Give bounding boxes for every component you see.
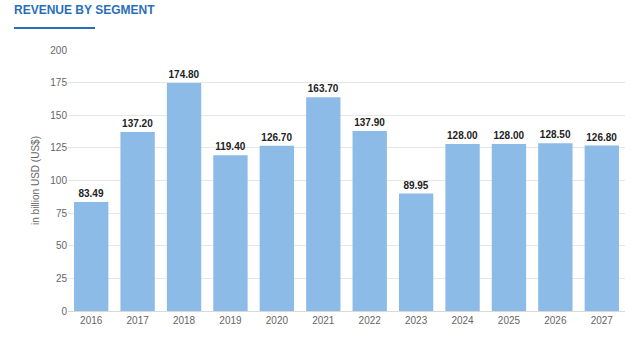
svg-text:2019: 2019 [219, 315, 242, 326]
svg-text:2017: 2017 [127, 315, 150, 326]
svg-text:2024: 2024 [451, 315, 474, 326]
svg-text:75: 75 [56, 208, 68, 219]
svg-text:126.80: 126.80 [586, 132, 617, 143]
svg-text:128.00: 128.00 [447, 130, 478, 141]
svg-text:200: 200 [50, 45, 67, 56]
svg-text:89.95: 89.95 [403, 180, 428, 191]
svg-text:163.70: 163.70 [308, 83, 339, 94]
svg-text:137.90: 137.90 [354, 117, 385, 128]
svg-text:in billion USD (US$): in billion USD (US$) [30, 136, 41, 225]
svg-text:100: 100 [50, 175, 67, 186]
svg-text:2025: 2025 [498, 315, 521, 326]
svg-text:83.49: 83.49 [78, 188, 103, 199]
svg-text:125: 125 [50, 142, 67, 153]
svg-text:2018: 2018 [173, 315, 196, 326]
svg-text:137.20: 137.20 [122, 118, 153, 129]
svg-text:174.80: 174.80 [169, 69, 200, 80]
svg-text:128.00: 128.00 [493, 130, 524, 141]
svg-text:0: 0 [61, 306, 67, 317]
svg-text:2026: 2026 [544, 315, 567, 326]
svg-text:2027: 2027 [591, 315, 614, 326]
svg-text:2020: 2020 [266, 315, 289, 326]
svg-text:2023: 2023 [405, 315, 428, 326]
svg-text:25: 25 [56, 273, 68, 284]
svg-text:2022: 2022 [359, 315, 382, 326]
svg-text:REVENUE BY SEGMENT: REVENUE BY SEGMENT [14, 3, 155, 17]
svg-text:175: 175 [50, 77, 67, 88]
svg-text:119.40: 119.40 [215, 141, 245, 152]
svg-text:2021: 2021 [312, 315, 335, 326]
svg-text:2016: 2016 [80, 315, 103, 326]
svg-text:126.70: 126.70 [261, 132, 292, 143]
svg-text:50: 50 [56, 240, 68, 251]
svg-text:128.50: 128.50 [540, 129, 571, 140]
svg-text:150: 150 [50, 110, 67, 121]
